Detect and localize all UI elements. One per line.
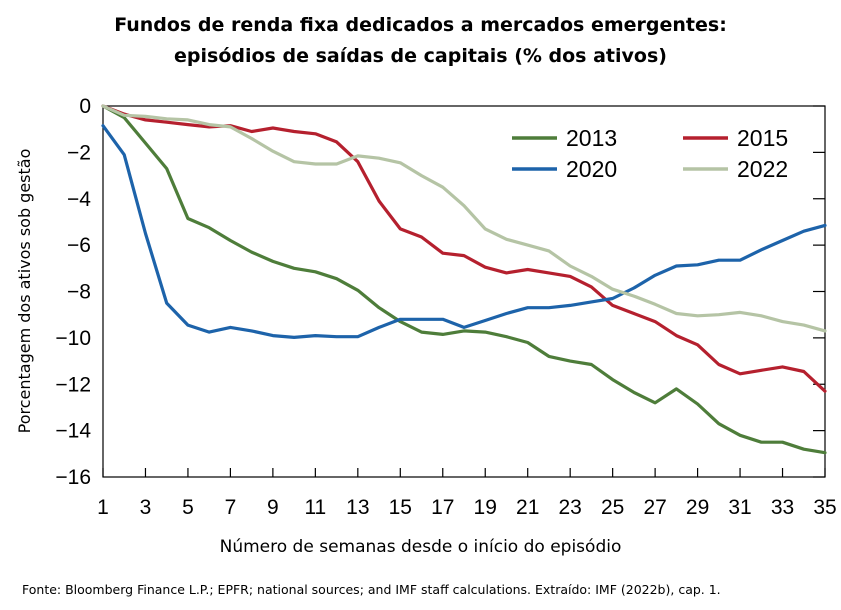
series-line-2015 [101, 104, 827, 393]
y-axis-label: Porcentagem dos ativos sob gestão [15, 149, 34, 434]
tick-marks: 1 3 5 7 9 11 13 15 17 19 21 23 25 27 29 31 33 350−2−4−6−8… [55, 95, 836, 519]
x-tick-label: 11 [304, 496, 326, 519]
x-tick-label: 13 [346, 496, 369, 519]
y-tick-label: −16 [55, 466, 91, 489]
x-tick-label: 35 [813, 496, 836, 519]
source-note: Fonte: Bloomberg Finance L.P.; EPFR; nat… [22, 582, 721, 597]
legend-label-2022: 2022 [737, 156, 788, 182]
series-line-2013 [101, 104, 827, 455]
x-tick-label: 23 [558, 496, 581, 519]
y-tick-label: 0 [79, 95, 91, 118]
x-tick-label: 25 [601, 496, 624, 519]
y-tick-label: −8 [67, 281, 91, 304]
x-tick-label: 27 [643, 496, 666, 519]
x-tick-label: 7 [225, 496, 237, 519]
y-tick-label: −6 [67, 234, 91, 257]
series-line-2022 [101, 104, 827, 333]
series-line-2020 [101, 124, 827, 339]
x-tick-label: 5 [182, 496, 194, 519]
x-tick-label: 9 [267, 496, 279, 519]
y-tick-label: −4 [67, 188, 91, 211]
x-axis-label: Número de semanas desde o início do epis… [219, 537, 622, 557]
x-tick-label: 29 [686, 496, 709, 519]
series-lines [101, 104, 827, 455]
x-tick-label: 33 [771, 496, 794, 519]
x-tick-label: 21 [516, 496, 539, 519]
chart-title: Fundos de renda fixa dedicados a mercado… [0, 10, 841, 72]
y-tick-label: −12 [55, 373, 91, 396]
x-tick-label: 17 [431, 496, 454, 519]
x-tick-label: 19 [474, 496, 497, 519]
x-tick-label: 15 [389, 496, 412, 519]
title-line-1: Fundos de renda fixa dedicados a mercado… [114, 14, 727, 36]
legend: 2013 2015 2020 2022 [512, 125, 788, 182]
y-tick-label: −2 [67, 141, 91, 164]
legend-label-2015: 2015 [737, 125, 788, 151]
y-tick-label: −10 [55, 327, 91, 350]
title-line-2: episódios de saídas de capitais (% dos a… [174, 45, 667, 67]
legend-label-2013: 2013 [566, 125, 617, 151]
x-tick-label: 31 [728, 496, 751, 519]
x-tick-label: 1 [97, 496, 109, 519]
x-tick-label: 3 [140, 496, 152, 519]
y-tick-label: −14 [55, 420, 91, 443]
legend-label-2020: 2020 [566, 156, 617, 182]
